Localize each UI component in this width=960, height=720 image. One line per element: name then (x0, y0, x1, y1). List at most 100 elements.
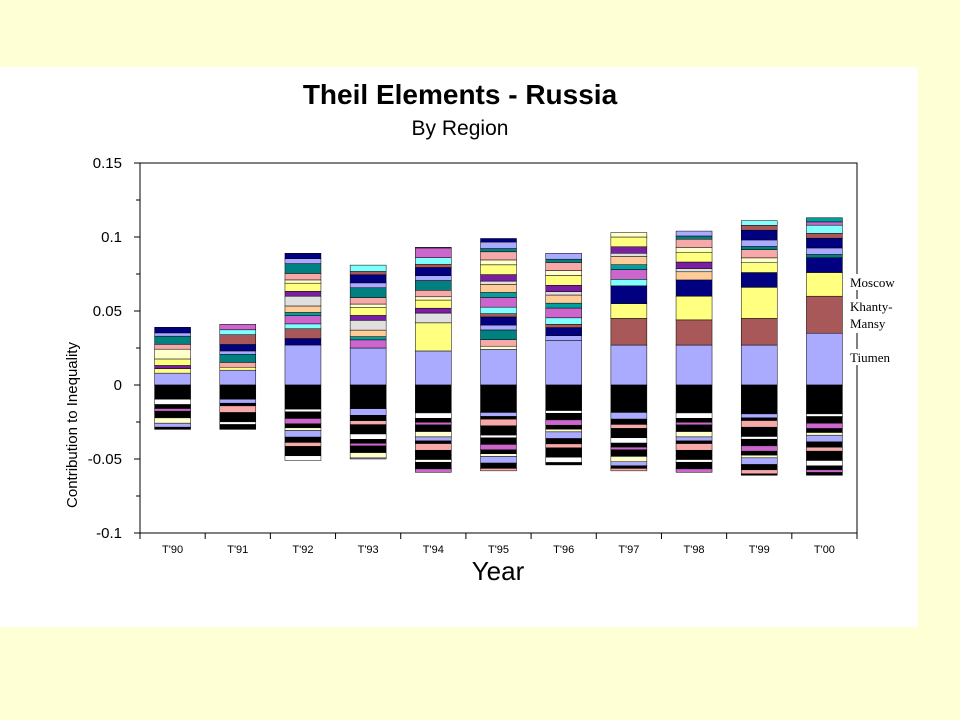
bar-segment (349, 339, 387, 349)
bar-segment (349, 303, 387, 308)
bar-segment (740, 445, 778, 452)
bar-segment (740, 272, 778, 288)
bar-segment (806, 237, 843, 249)
bar-segment (806, 221, 843, 226)
bar-segment (806, 428, 843, 433)
bar-segment (610, 468, 648, 472)
bar-segment (349, 415, 387, 421)
bar-stack (154, 327, 191, 430)
bar-segment (480, 349, 517, 386)
y-axis: 0.15 0.1 0.05 0 -0.05 -0.1 (88, 155, 140, 542)
bar-segment (675, 295, 713, 321)
bar-segment (610, 236, 648, 248)
bar-segment (284, 418, 322, 425)
bar-segment (675, 431, 713, 438)
bar-segment (675, 418, 713, 423)
bar-segment (284, 279, 322, 284)
bar-segment (284, 282, 322, 292)
bar-segment (610, 424, 648, 429)
bar-segment (415, 431, 452, 438)
bar-segment (284, 448, 322, 457)
bar-segment (545, 270, 582, 276)
bar-segment (675, 459, 713, 463)
bar-segment (349, 274, 387, 284)
bar-segment (349, 408, 387, 416)
bar-segment (610, 344, 648, 386)
bar-segment (480, 468, 517, 472)
bar-segment (219, 424, 257, 430)
bar-segment (349, 384, 387, 409)
bar-segment (349, 320, 387, 331)
bar-stacks (154, 217, 843, 476)
bar-segment (610, 285, 648, 304)
bar-segment (284, 338, 322, 346)
bar-segment (675, 412, 713, 419)
bar-segment (415, 436, 452, 442)
bar-segment (740, 436, 778, 440)
bar-segment (740, 287, 778, 319)
bar-segment (675, 251, 713, 263)
bar-segment (806, 465, 843, 471)
bar-segment (675, 424, 713, 432)
bar-segment (740, 384, 778, 415)
bar-segment (480, 384, 517, 413)
bar-segment (806, 233, 843, 239)
bar-segment (349, 329, 387, 337)
bar-segment (545, 462, 582, 466)
x-tick-label: T'97 (618, 544, 639, 556)
bar-segment (415, 322, 452, 352)
bar-stack (740, 220, 778, 476)
bar-segment (610, 430, 648, 439)
bar-segment (219, 334, 257, 345)
bar-segment (284, 253, 322, 260)
bar-segment (545, 275, 582, 286)
bar-segment (154, 358, 191, 366)
bar-segment (154, 327, 191, 334)
bar-segment (610, 269, 648, 280)
bar-segment (219, 417, 257, 423)
y-tick-label: 0.15 (93, 155, 122, 172)
bar-segment (349, 264, 387, 272)
annotation-box-moscow (846, 274, 908, 290)
annotation-khanty-line2: Mansy (850, 316, 886, 331)
bar-segment (610, 461, 648, 466)
bar-segment (284, 436, 322, 443)
bar-segment (480, 339, 517, 347)
bar-segment (480, 430, 517, 436)
bar-segment (415, 290, 452, 298)
bar-segment (154, 344, 191, 350)
bar-segment (545, 428, 582, 433)
bar-stack (675, 230, 713, 473)
bar-segment (415, 275, 452, 281)
bar-segment (349, 307, 387, 316)
bar-segment (480, 297, 517, 308)
bar-segment (740, 220, 778, 226)
bar-segment (219, 421, 257, 425)
bar-segment (675, 440, 713, 444)
bar-segment (349, 282, 387, 289)
bar-segment (219, 405, 257, 413)
bar-segment (480, 313, 517, 318)
bar-segment (610, 232, 648, 238)
bar-segment (349, 427, 387, 435)
x-tick-label: T'90 (162, 544, 183, 556)
bar-stack (806, 217, 843, 476)
bar-segment (154, 335, 191, 345)
bar-segment (740, 473, 778, 476)
bar-segment (284, 328, 322, 339)
bar-segment (806, 434, 843, 443)
bar-segment (415, 350, 452, 386)
bar-segment (284, 442, 322, 447)
bar-segment (806, 450, 843, 455)
bar-segment (740, 318, 778, 346)
bar-stack (480, 238, 517, 472)
bar-segment (610, 428, 648, 432)
bar-segment (545, 335, 582, 341)
bar-segment (806, 217, 843, 223)
x-tick-label: T'96 (553, 544, 574, 556)
x-tick-label: T'92 (292, 544, 313, 556)
bar-segment (480, 274, 517, 282)
bar-segment (349, 271, 387, 275)
bar-segment (675, 247, 713, 253)
bar-segment (480, 462, 517, 469)
